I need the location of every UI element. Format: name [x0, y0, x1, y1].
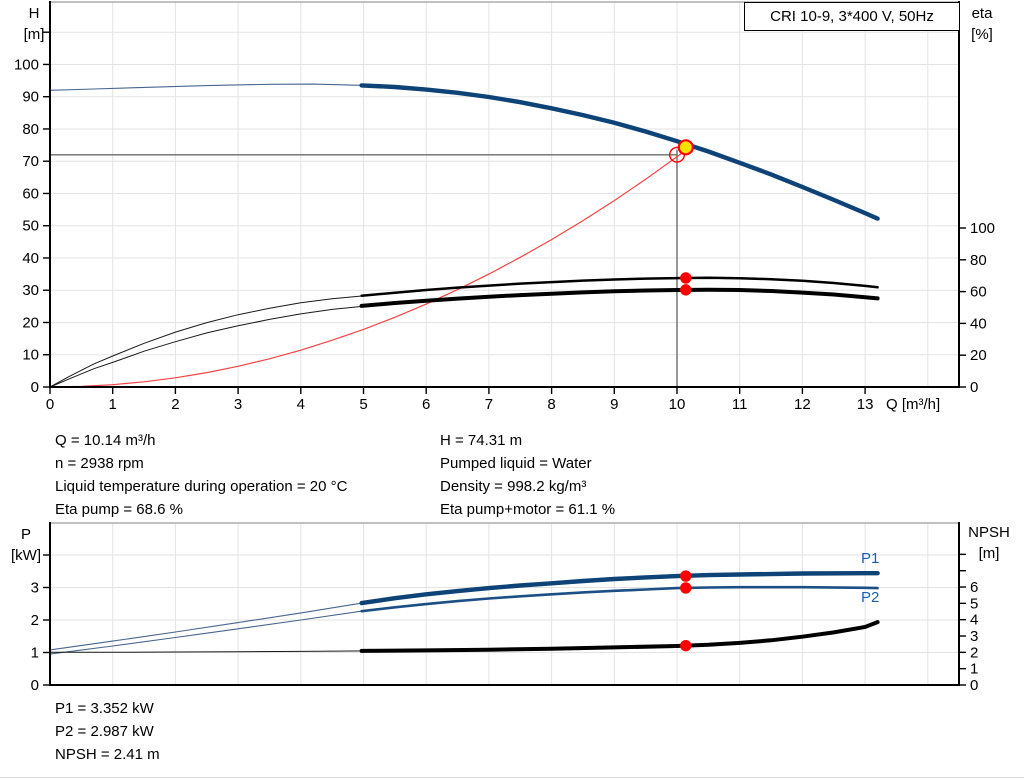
svg-text:40: 40: [22, 250, 39, 267]
svg-text:6: 6: [970, 579, 978, 596]
svg-text:2: 2: [31, 612, 39, 629]
svg-text:40: 40: [970, 315, 987, 332]
summary-density: Density = 998.2 kg/m³: [440, 478, 587, 495]
svg-text:0: 0: [970, 379, 978, 396]
summary-h: H = 74.31 m: [440, 432, 523, 449]
power-summary: P1 = 3.352 kW P2 = 2.987 kW NPSH = 2.41 …: [55, 697, 160, 766]
svg-text:6: 6: [422, 396, 430, 413]
svg-text:2: 2: [171, 396, 179, 413]
svg-text:80: 80: [22, 121, 39, 138]
svg-text:1: 1: [31, 645, 39, 662]
svg-text:100: 100: [970, 220, 995, 237]
h-axis-label: H [m]: [14, 3, 54, 45]
svg-text:0: 0: [970, 677, 978, 694]
svg-text:5: 5: [359, 396, 367, 413]
summary-pumped-liquid: Pumped liquid = Water: [440, 455, 592, 472]
svg-text:12: 12: [794, 396, 811, 413]
svg-text:4: 4: [970, 612, 978, 629]
svg-text:20: 20: [970, 347, 987, 364]
summary-p2: P2 = 2.987 kW: [55, 723, 154, 740]
npsh-axis-symbol: NPSH: [968, 524, 1010, 541]
svg-text:100: 100: [14, 56, 39, 73]
svg-text:60: 60: [22, 185, 39, 202]
svg-text:3: 3: [31, 580, 39, 597]
eta-axis-label: eta [%]: [960, 3, 1004, 45]
chart-title: CRI 10-9, 3*400 V, 50Hz: [744, 2, 960, 31]
svg-text:10: 10: [669, 396, 686, 413]
svg-text:1: 1: [109, 396, 117, 413]
svg-text:8: 8: [547, 396, 555, 413]
svg-text:7: 7: [485, 396, 493, 413]
svg-text:20: 20: [22, 314, 39, 331]
summary-npsh: NPSH = 2.41 m: [55, 746, 160, 763]
svg-text:90: 90: [22, 89, 39, 106]
svg-text:1: 1: [970, 661, 978, 678]
svg-text:2: 2: [970, 644, 978, 661]
svg-text:0: 0: [31, 379, 39, 396]
operating-point-summary-left: Q = 10.14 m³/h n = 2938 rpm Liquid tempe…: [55, 429, 347, 521]
summary-speed: n = 2938 rpm: [55, 455, 144, 472]
svg-text:50: 50: [22, 218, 39, 235]
h-axis-unit: [m]: [23, 26, 45, 43]
q-axis-label: Q [m³/h]: [886, 396, 941, 413]
npsh-axis-unit: [m]: [978, 545, 1000, 562]
svg-text:4: 4: [297, 396, 305, 413]
svg-text:0: 0: [31, 677, 39, 694]
svg-text:9: 9: [610, 396, 618, 413]
npsh-axis-label: NPSH [m]: [958, 522, 1020, 564]
p-axis-label: P [kW]: [4, 524, 48, 566]
p1-curve-label: P1: [861, 550, 880, 567]
svg-text:70: 70: [22, 153, 39, 170]
svg-text:3: 3: [970, 628, 978, 645]
operating-point-summary-right: H = 74.31 m Pumped liquid = Water Densit…: [440, 429, 615, 521]
svg-text:13: 13: [857, 396, 874, 413]
summary-p1: P1 = 3.352 kW: [55, 700, 154, 717]
summary-eta-pump: Eta pump = 68.6 %: [55, 501, 183, 518]
summary-eta-pump-motor: Eta pump+motor = 61.1 %: [440, 501, 616, 518]
svg-text:5: 5: [970, 595, 978, 612]
h-axis-symbol: H: [28, 5, 40, 22]
eta-axis-unit: [%]: [971, 26, 993, 43]
svg-text:30: 30: [22, 282, 39, 299]
svg-text:3: 3: [234, 396, 242, 413]
svg-text:11: 11: [732, 396, 748, 413]
p-axis-symbol: P: [20, 526, 31, 543]
svg-text:80: 80: [970, 252, 987, 269]
bottom-separator: [0, 777, 1024, 778]
svg-text:60: 60: [970, 284, 987, 301]
p2-curve-label: P2: [861, 589, 880, 606]
svg-text:0: 0: [46, 396, 54, 413]
summary-q: Q = 10.14 m³/h: [55, 432, 156, 449]
p-axis-unit: [kW]: [11, 547, 41, 564]
summary-liquid-temperature: Liquid temperature during operation = 20…: [55, 478, 348, 495]
eta-axis-symbol: eta: [971, 5, 993, 22]
svg-text:10: 10: [22, 347, 39, 364]
